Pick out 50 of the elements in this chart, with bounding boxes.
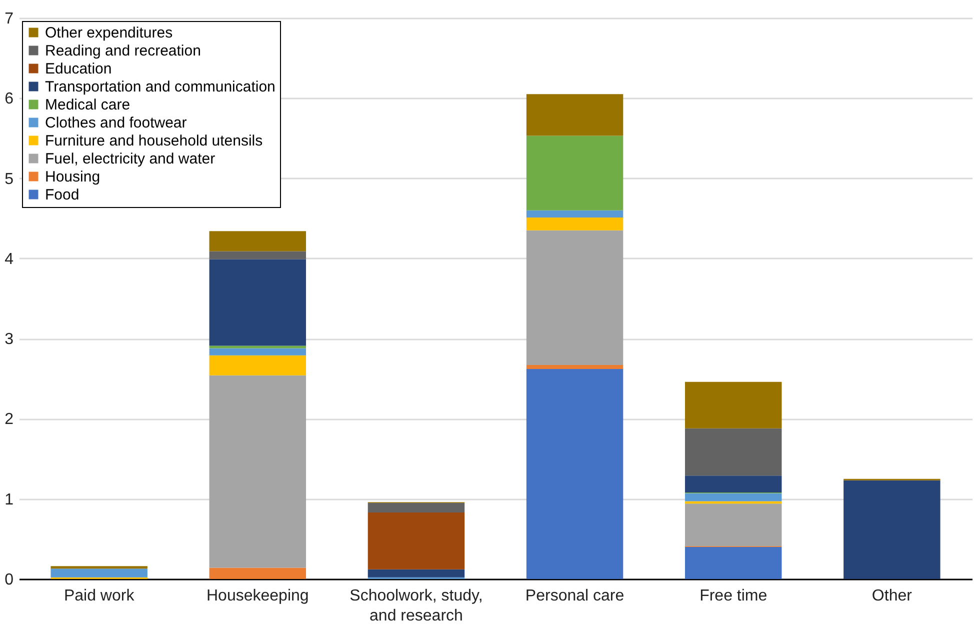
legend-label: Housing [45,168,100,186]
bar [209,568,306,579]
y-tick-label: 6 [4,90,14,108]
y-tick-label: 1 [4,491,14,508]
bar [526,218,624,230]
bar [50,568,148,578]
legend-label: Clothes and footwear [45,114,187,132]
y-tick-label: 3 [4,331,14,348]
legend-label: Furniture and household utensils [45,132,263,150]
bar [526,230,624,366]
x-tick-label: Schoolwork, study, and research [350,588,483,624]
bar [684,546,782,579]
bar [209,355,306,376]
x-tick-label: Free time [700,588,768,604]
legend-label: Fuel, electricity and water [45,150,216,168]
x-tick-label: Paid work [64,588,136,604]
bar [368,512,465,570]
bar [526,369,624,579]
bar [844,480,940,579]
y-tick-label: 2 [4,411,14,428]
x-tick-label: Other [872,588,913,604]
bar [684,382,782,428]
bar [684,493,782,502]
legend-label: Food [45,186,80,204]
legend-label: Transportation and communication [45,78,276,96]
y-tick-label: 0 [4,572,14,588]
legend-label: Other expenditures [45,24,173,42]
legend-label: Reading and recreation [45,42,201,60]
bar [50,566,148,569]
bar [209,251,306,260]
bar [526,365,624,370]
bar [209,348,306,356]
x-tick-label: Housekeeping [206,588,309,604]
bar [368,502,465,512]
legend-label: Medical care [45,96,130,114]
bar [368,569,465,578]
bar [684,504,782,546]
bar [684,476,782,492]
bar [684,428,782,476]
y-tick-label: 5 [4,170,14,188]
bar [209,259,306,346]
y-tick-label: 7 [4,10,14,28]
y-tick-label: 4 [4,250,14,268]
legend-label: Education [45,60,112,78]
bar [526,136,624,210]
bar [209,231,306,252]
x-tick-label: Personal care [525,588,624,604]
bar [209,375,306,568]
bar [526,94,624,136]
bar [526,210,624,218]
